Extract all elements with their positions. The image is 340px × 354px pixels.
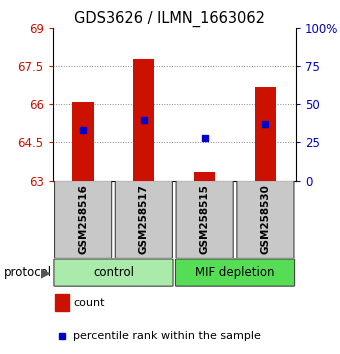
- Text: GDS3626 / ILMN_1663062: GDS3626 / ILMN_1663062: [74, 11, 266, 27]
- Bar: [194, 172, 215, 181]
- Text: GSM258530: GSM258530: [260, 184, 270, 255]
- Text: GSM258516: GSM258516: [78, 184, 88, 255]
- Text: GSM258515: GSM258515: [200, 184, 210, 255]
- Bar: [72, 102, 94, 181]
- FancyBboxPatch shape: [54, 181, 112, 258]
- Text: count: count: [73, 298, 105, 308]
- Text: percentile rank within the sample: percentile rank within the sample: [73, 331, 261, 342]
- Text: protocol: protocol: [3, 266, 52, 279]
- FancyBboxPatch shape: [115, 181, 172, 258]
- FancyBboxPatch shape: [176, 181, 233, 258]
- Text: GSM258517: GSM258517: [139, 184, 149, 255]
- Text: control: control: [93, 266, 134, 279]
- FancyBboxPatch shape: [175, 259, 294, 286]
- Bar: [255, 87, 276, 181]
- Text: ▶: ▶: [41, 266, 51, 279]
- FancyBboxPatch shape: [54, 259, 173, 286]
- Text: MIF depletion: MIF depletion: [195, 266, 275, 279]
- FancyBboxPatch shape: [237, 181, 294, 258]
- Bar: [55, 295, 68, 311]
- Bar: [133, 59, 154, 181]
